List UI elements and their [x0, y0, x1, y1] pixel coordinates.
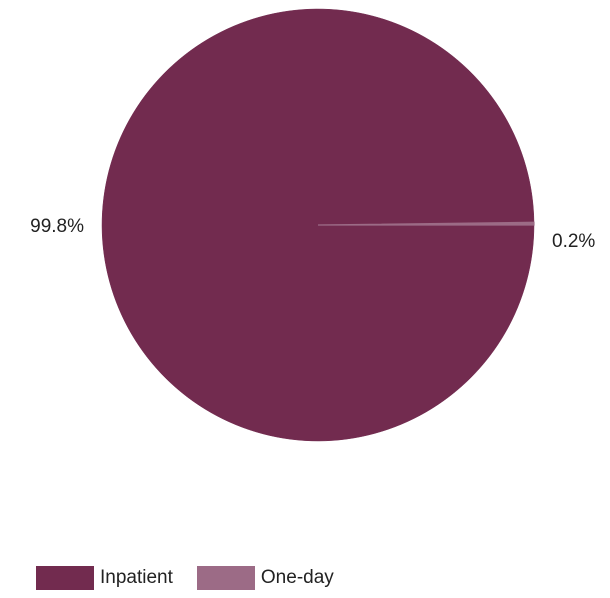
slice-label-inpatient: 99.8% — [30, 216, 84, 237]
legend-label-one-day: One-day — [260, 567, 334, 588]
legend-label-inpatient: Inpatient — [100, 567, 173, 588]
legend-swatch-inpatient — [36, 566, 94, 590]
slice-label-one-day: 0.2% — [552, 231, 595, 252]
pie-chart-svg: 99.8% 0.2% — [30, 8, 595, 442]
legend-item-one-day: One-day — [196, 566, 334, 590]
legend-item-inpatient: Inpatient — [36, 566, 173, 590]
pie-slice-one-day — [317, 221, 535, 226]
legend: Inpatient One-day — [36, 566, 334, 590]
legend-swatch-one-day — [196, 566, 255, 590]
